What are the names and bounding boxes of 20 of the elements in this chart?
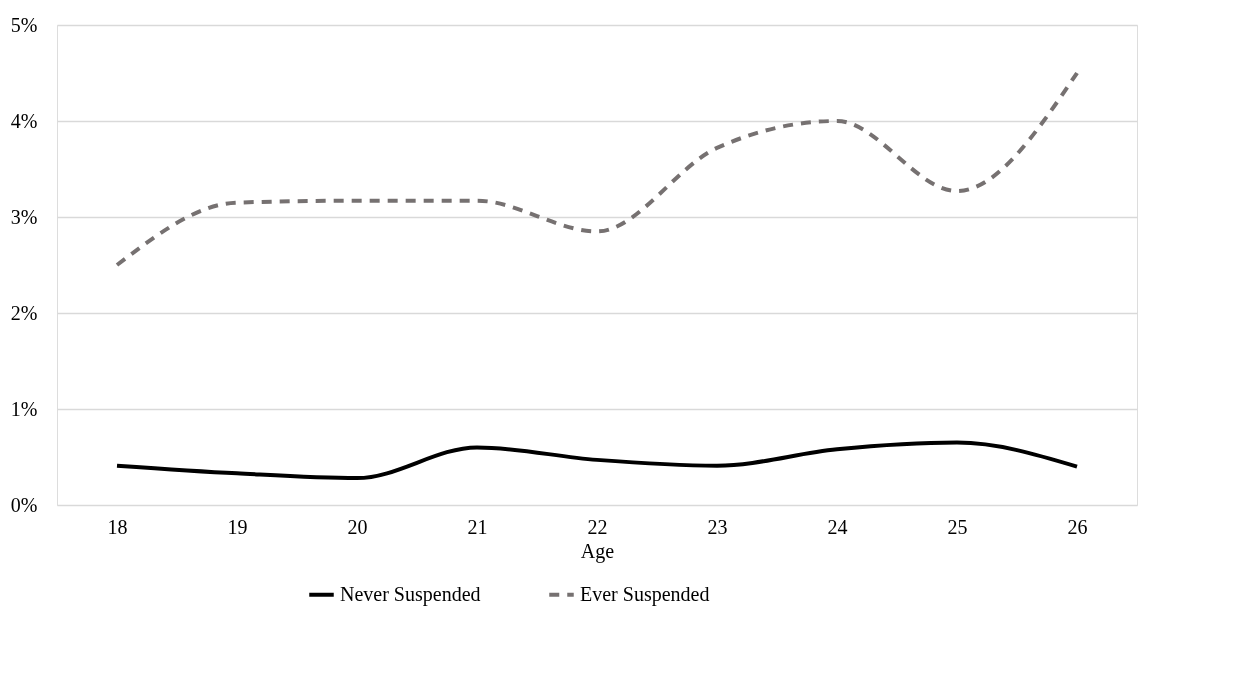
y-tick-label: 1% (10, 397, 38, 420)
legend-label: Never Suspended (340, 582, 481, 606)
x-tick-label: 19 (227, 515, 248, 538)
line-series (115, 71, 1079, 267)
x-tick-label: 25 (947, 515, 968, 538)
y-tick-label: 5% (10, 13, 38, 36)
y-tick-label: 4% (10, 109, 38, 132)
y-tick-label: 3% (10, 205, 38, 228)
line-series (115, 440, 1079, 481)
y-tick-label: 0% (10, 493, 38, 516)
x-tick-label: 23 (707, 515, 728, 538)
x-axis-title: Age (580, 539, 615, 563)
x-tick-label: 24 (827, 515, 848, 538)
x-tick-label: 21 (467, 515, 488, 538)
legend-label: Ever Suspended (580, 582, 710, 606)
x-tick-label: 22 (587, 515, 608, 538)
x-tick-label: 20 (347, 515, 368, 538)
y-tick-label: 2% (10, 301, 38, 324)
x-tick-label: 26 (1067, 515, 1088, 538)
x-tick-label: 18 (107, 515, 128, 538)
